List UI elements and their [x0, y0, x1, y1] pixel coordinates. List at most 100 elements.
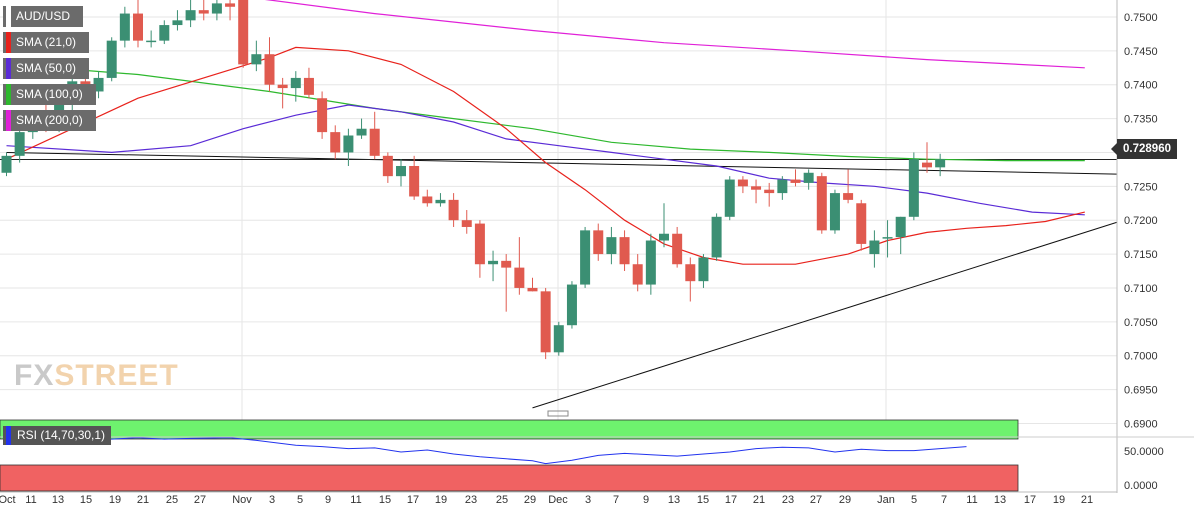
y-tick-label: 0.6950 — [1124, 385, 1158, 397]
sma-50-swatch — [6, 58, 11, 79]
candle — [566, 281, 577, 329]
candle — [632, 254, 643, 292]
x-tick-label: Dec — [548, 494, 568, 506]
candle-body — [238, 0, 249, 65]
x-tick-label: 9 — [325, 494, 331, 506]
x-tick-label: 29 — [524, 494, 536, 506]
candle-body — [290, 77, 301, 89]
candle-body — [172, 20, 183, 26]
candle-body — [619, 237, 630, 265]
candle — [843, 169, 854, 204]
candle — [724, 176, 735, 221]
x-tick-label: 3 — [269, 494, 275, 506]
y-tick-label: 0.7100 — [1124, 283, 1158, 295]
candle-body — [593, 230, 604, 255]
candle — [527, 277, 538, 292]
candle-body — [816, 176, 827, 231]
legend-sma-200[interactable]: SMA (200,0) — [3, 110, 96, 131]
candle-body — [566, 284, 577, 326]
x-tick-label: 21 — [137, 494, 149, 506]
candle — [803, 169, 814, 190]
x-tick-label: 9 — [643, 494, 649, 506]
candle — [251, 40, 262, 72]
sma-21-swatch — [6, 32, 11, 53]
candle — [396, 159, 406, 187]
candle — [277, 77, 288, 109]
candle — [264, 37, 275, 92]
candle-body — [908, 159, 919, 217]
fxstreet-watermark: FXSTREET — [14, 359, 179, 392]
candle-body — [185, 10, 196, 21]
legend-sma-50[interactable]: SMA (50,0) — [3, 58, 89, 79]
candle — [290, 71, 301, 102]
candle — [106, 37, 117, 82]
candle-body — [343, 135, 354, 153]
candle-body — [409, 165, 420, 197]
candle-body — [606, 237, 617, 255]
candle — [580, 226, 591, 288]
y-tick-label: 0.7200 — [1124, 215, 1158, 227]
symbol-swatch — [6, 6, 11, 27]
candle — [133, 0, 143, 48]
candle — [514, 237, 525, 295]
candle — [895, 216, 906, 255]
candle — [382, 152, 393, 183]
candle — [461, 210, 472, 234]
candle-body — [303, 77, 314, 95]
candle — [343, 128, 354, 166]
y-tick-label: 0.7450 — [1124, 46, 1158, 58]
x-tick-label: 11 — [350, 494, 361, 506]
candle-body — [382, 155, 393, 177]
candle — [474, 220, 485, 278]
rsi-pane — [0, 419, 1117, 492]
candle — [685, 257, 696, 302]
candle-body — [146, 40, 157, 43]
candle-body — [685, 264, 696, 282]
candle — [93, 71, 104, 99]
sma-21-line — [6, 46, 1085, 265]
candle — [645, 233, 656, 295]
candle — [422, 189, 433, 207]
candle-body — [119, 13, 130, 41]
candle-body — [330, 132, 341, 153]
candle — [448, 193, 459, 227]
rsi-legend[interactable]: RSI (14,70,30,1) — [3, 426, 112, 445]
x-tick-label: 13 — [52, 494, 64, 506]
sma-200-swatch — [6, 110, 11, 131]
candle-body — [198, 10, 209, 14]
candle — [540, 287, 551, 360]
candle — [777, 176, 788, 200]
candle-body — [317, 98, 328, 133]
x-tick-label: 23 — [465, 494, 477, 506]
legend-sma-21[interactable]: SMA (21,0) — [3, 32, 89, 53]
candle-body — [488, 260, 499, 265]
candle-body — [461, 220, 472, 227]
symbol-label[interactable]: AUD/USD — [3, 6, 83, 27]
candle — [593, 223, 604, 261]
y-tick-label: 0.7050 — [1124, 317, 1158, 329]
candle-body — [764, 189, 775, 194]
candle — [790, 169, 801, 187]
candle — [501, 254, 512, 312]
rsi-label-text: RSI (14,70,30,1) — [17, 428, 106, 442]
x-tick-label: 15 — [697, 494, 709, 506]
candle-body — [869, 240, 880, 255]
x-tick-label: 13 — [994, 494, 1006, 506]
candle — [606, 226, 617, 265]
current-price-tag: 0.728960 — [1111, 139, 1177, 159]
rsi-tick-label: 0.0000 — [1124, 480, 1158, 492]
candle — [435, 193, 446, 207]
x-tick-label: 5 — [297, 494, 303, 506]
candle — [553, 321, 564, 356]
candle — [856, 199, 867, 251]
legend-sma-100[interactable]: SMA (100,0) — [3, 84, 96, 105]
candle-body — [580, 230, 591, 285]
x-tick-label: 29 — [839, 494, 851, 506]
candle-body — [698, 257, 709, 282]
pane-resize-handle — [547, 410, 569, 417]
candle-body — [632, 264, 643, 285]
candle-body — [922, 162, 932, 168]
rsi-overbought-zone — [0, 419, 1019, 440]
